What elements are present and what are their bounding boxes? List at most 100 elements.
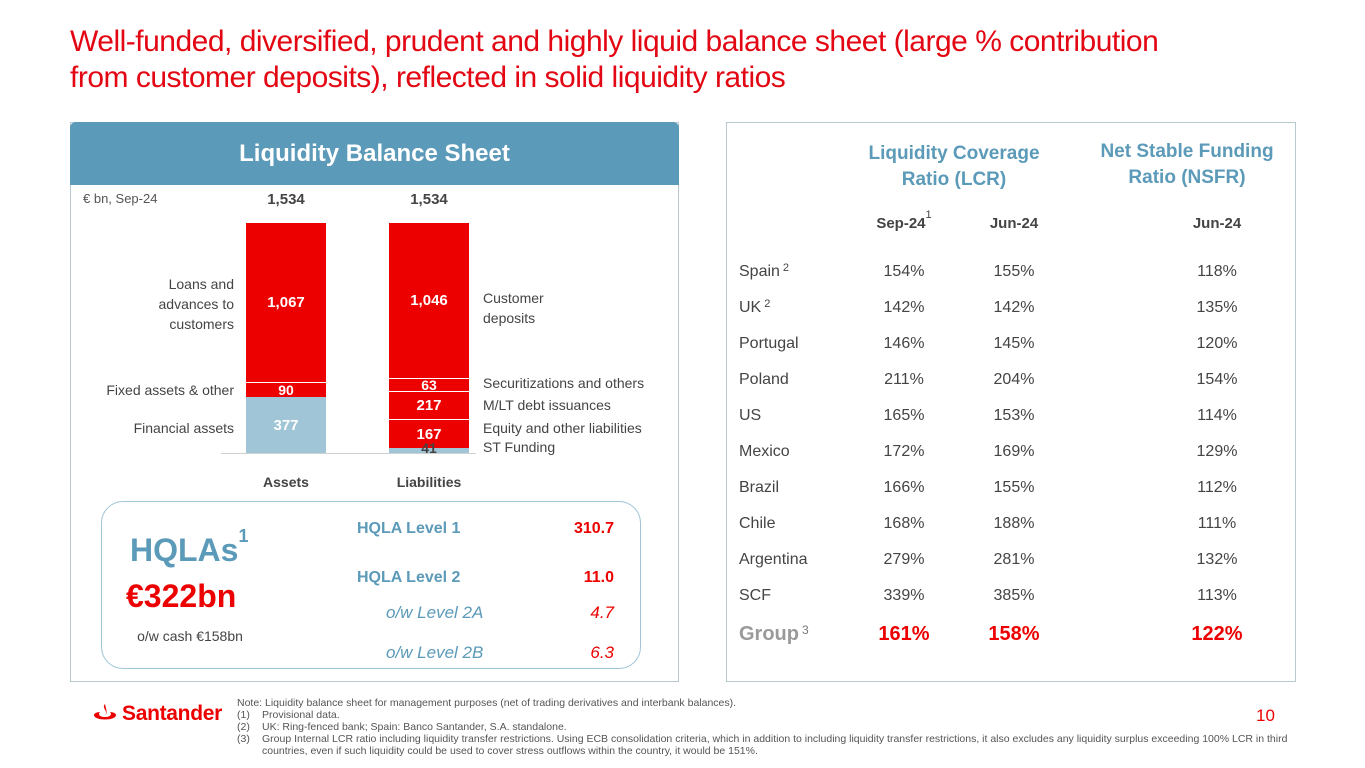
- row-lcr-sep: 161%: [878, 623, 930, 645]
- chart-baseline: [221, 453, 476, 454]
- title-line-2: from customer deposits), reflected in so…: [70, 61, 786, 94]
- row-nsfr-jun: 129%: [1196, 443, 1238, 460]
- row-lcr-jun: 385%: [993, 587, 1035, 604]
- santander-logo: Santander: [92, 702, 222, 726]
- hqla-level2-label: HQLA Level 2: [357, 569, 461, 586]
- hqla-level2-value: 11.0: [583, 569, 614, 586]
- row-name: Spain 2: [739, 254, 789, 290]
- liab-st-segment: 41: [389, 440, 469, 456]
- hqla-level2b-value: 6.3: [590, 643, 614, 662]
- ratio-row: Brazil 166% 155% 112%: [727, 470, 1297, 506]
- lcr-header-line1: Liquidity Coverage: [868, 143, 1040, 164]
- row-name-text: Chile: [739, 515, 776, 532]
- row-lcr-sep: 165%: [883, 407, 925, 424]
- row-nsfr-jun: 114%: [1197, 407, 1237, 424]
- row-name-text: Brazil: [739, 479, 780, 496]
- row-nsfr-jun: 122%: [1191, 623, 1243, 645]
- row-name: Brazil: [739, 470, 779, 506]
- hqla-cash-note: o/w cash €158bn: [137, 628, 243, 644]
- row-lcr-jun: 155%: [993, 263, 1035, 280]
- footnote-1-text: Provisional data.: [262, 709, 340, 721]
- row-nsfr-jun: 120%: [1196, 335, 1238, 352]
- balance-sheet-panel: Liquidity Balance Sheet € bn, Sep-24 1,5…: [70, 122, 679, 682]
- label-deposits-line1: Customer: [483, 290, 544, 306]
- footnote-1: (1) Provisional data.: [237, 709, 1317, 721]
- assets-axis-label: Assets: [263, 474, 309, 490]
- row-nsfr-jun: 118%: [1197, 263, 1237, 280]
- row-name-text: Mexico: [739, 443, 790, 460]
- hqla-title-footnote: 1: [238, 526, 249, 546]
- label-equity: Equity and other liabilities: [483, 420, 642, 436]
- label-deposits: Customer deposits: [483, 288, 544, 328]
- subhead-sep24-footnote: 1: [925, 209, 932, 221]
- row-name: Poland: [739, 362, 789, 398]
- assets-financial-segment: 377: [246, 397, 326, 453]
- row-nsfr-jun: 154%: [1196, 371, 1238, 388]
- subhead-sep24-text: Sep-24: [876, 215, 926, 232]
- row-name-text: SCF: [739, 587, 771, 604]
- label-deposits-line2: deposits: [483, 310, 536, 326]
- row-name-text: US: [739, 407, 762, 424]
- row-lcr-jun: 158%: [988, 623, 1040, 645]
- label-loans-line2: advances to: [158, 296, 235, 312]
- row-lcr-sep: 339%: [883, 587, 925, 604]
- footnote-3-text: Group Internal LCR ratio including liqui…: [262, 733, 1288, 757]
- row-lcr-sep: 168%: [883, 515, 925, 532]
- label-loans-line1: Loans and: [168, 276, 234, 292]
- footnotes: Note: Liquidity balance sheet for manage…: [237, 697, 1317, 757]
- row-name-text: Spain: [739, 263, 780, 280]
- footnote-2-text: UK: Ring-fenced bank; Spain: Banco Santa…: [262, 721, 567, 733]
- ratio-row: Chile 168% 188% 111%: [727, 506, 1297, 542]
- nsfr-header-line1: Net Stable Funding: [1100, 141, 1274, 162]
- subhead-sep24: Sep-241: [859, 209, 949, 232]
- row-name-footnote: 2: [782, 262, 790, 274]
- subhead-jun24-nsfr: Jun-24: [1192, 215, 1242, 232]
- row-lcr-sep: 279%: [883, 551, 925, 568]
- footnote-2-num: (2): [237, 721, 250, 733]
- row-name-text: UK: [739, 299, 762, 316]
- ratio-row-group: Group 3 161% 158% 122%: [727, 616, 1297, 652]
- ratio-row: SCF 339% 385% 113%: [727, 578, 1297, 614]
- ratio-row: Portugal 146% 145% 120%: [727, 326, 1297, 362]
- liab-deposits-segment: 1,046: [389, 223, 469, 378]
- nsfr-header: Net Stable Funding Ratio (NSFR): [1072, 139, 1302, 191]
- row-lcr-jun: 169%: [993, 443, 1035, 460]
- row-name: UK 2: [739, 290, 770, 326]
- row-lcr-sep: 142%: [883, 299, 925, 316]
- row-name: Portugal: [739, 326, 799, 362]
- footnote-2: (2) UK: Ring-fenced bank; Spain: Banco Sa…: [237, 721, 1317, 733]
- assets-fixed-segment: 90: [246, 382, 326, 398]
- row-name-text: Argentina: [739, 551, 808, 568]
- ratio-row: Poland 211% 204% 154%: [727, 362, 1297, 398]
- footnote-3: (3) Group Internal LCR ratio including li…: [237, 733, 1317, 757]
- row-nsfr-jun: 113%: [1197, 587, 1237, 604]
- liab-equity-segment: 167: [389, 419, 469, 448]
- liab-securitizations-segment: 63: [389, 377, 469, 393]
- row-lcr-jun: 142%: [993, 299, 1035, 316]
- row-lcr-jun: 188%: [993, 515, 1035, 532]
- row-name-text: Poland: [739, 371, 789, 388]
- label-securitizations: Securitizations and others: [483, 375, 645, 391]
- hqla-title-text: HQLAs: [130, 532, 239, 568]
- flame-icon: [94, 704, 116, 720]
- hqla-level2a-value: 4.7: [590, 603, 614, 622]
- hqla-level1-value: 310.7: [573, 520, 614, 537]
- hqla-level2a-label: o/w Level 2A: [386, 603, 484, 622]
- assets-loans-segment: 1,067: [246, 223, 326, 382]
- liabilities-total: 1,534: [410, 191, 448, 208]
- row-nsfr-jun: 135%: [1196, 299, 1238, 316]
- label-fixed: Fixed assets & other: [106, 382, 234, 398]
- balance-sheet-header: Liquidity Balance Sheet: [70, 122, 679, 185]
- nsfr-header-line2: Ratio (NSFR): [1128, 167, 1246, 188]
- row-nsfr-jun: 111%: [1197, 515, 1237, 532]
- row-lcr-sep: 172%: [883, 443, 925, 460]
- hqla-level1-label: HQLA Level 1: [357, 520, 461, 537]
- liab-st-value: 41: [421, 440, 437, 456]
- subhead-jun24-lcr: Jun-24: [989, 215, 1039, 232]
- label-loans-line3: customers: [169, 316, 234, 332]
- footnote-1-num: (1): [237, 709, 250, 721]
- ratio-row: Mexico 172% 169% 129%: [727, 434, 1297, 470]
- row-nsfr-jun: 132%: [1196, 551, 1238, 568]
- label-mlt: M/LT debt issuances: [483, 397, 611, 413]
- row-name: Argentina: [739, 542, 808, 578]
